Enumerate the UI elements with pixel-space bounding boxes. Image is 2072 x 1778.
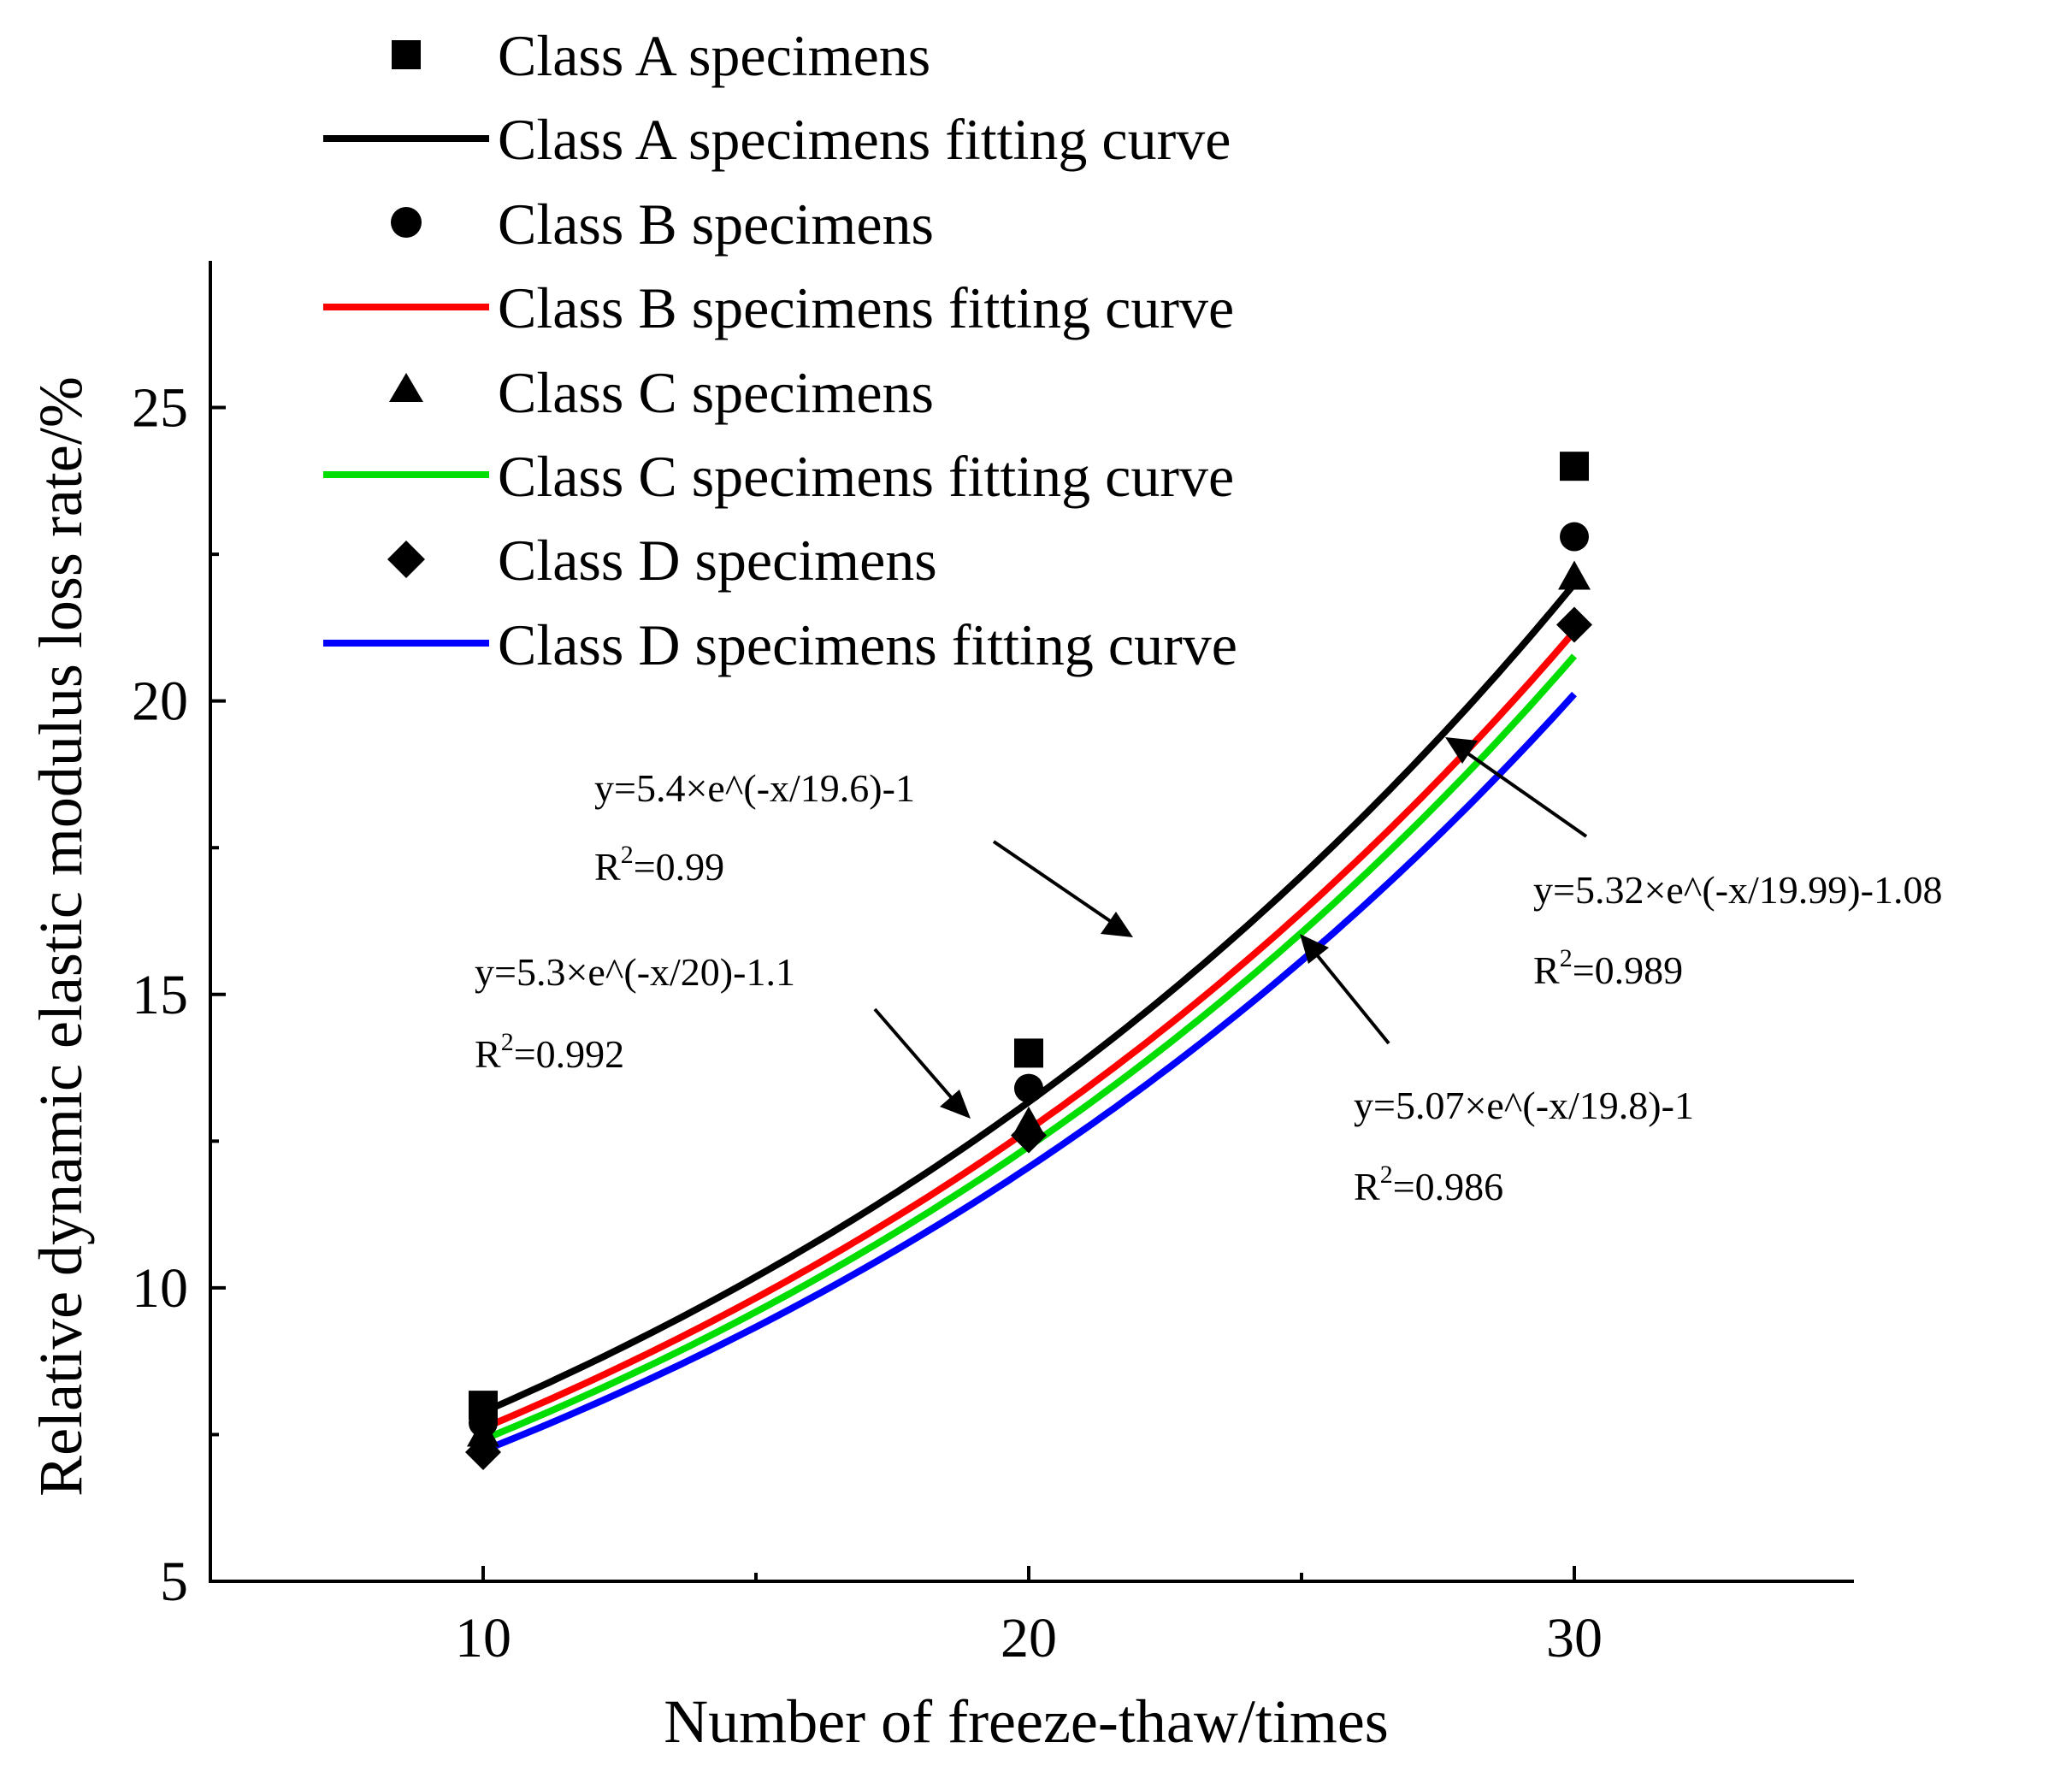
- annotation-b-r2: R2=0.992: [475, 1028, 624, 1076]
- legend-label-a: Class A specimens: [498, 23, 930, 88]
- data-point-square: [1014, 1038, 1043, 1068]
- x-axis-title: Number of freeze-thaw/times: [664, 1687, 1389, 1756]
- annotation-c-r2: R2=0.989: [1533, 944, 1683, 992]
- data-point-circle: [1014, 1073, 1043, 1103]
- data-point-circle: [1560, 522, 1589, 552]
- y-tick-label: 15: [132, 964, 188, 1026]
- annotation-a-equation: y=5.4×e^(-x/19.6)-1: [594, 766, 915, 810]
- x-tick-label: 30: [1546, 1607, 1603, 1669]
- legend-label-b-fit: Class B specimens fitting curve: [498, 275, 1234, 340]
- legend-label-c: Class C specimens: [498, 360, 934, 425]
- annotation-c-arrow: [1456, 745, 1588, 838]
- fit-curve-class-b-specimens: [481, 629, 1578, 1432]
- data-points: [465, 452, 1592, 1471]
- data-point-diamond: [1556, 606, 1592, 643]
- annotation-c-equation: y=5.32×e^(-x/19.99)-1.08: [1533, 868, 1942, 912]
- annotation-a-arrowhead: [1101, 912, 1133, 937]
- annotation-d-arrowhead: [1300, 934, 1329, 964]
- annotation-d-equation: y=5.07×e^(-x/19.8)-1: [1354, 1084, 1694, 1127]
- legend-marker-b: [391, 207, 422, 238]
- fit-curve-class-a-specimens: [481, 582, 1578, 1415]
- legend-label-c-fit: Class C specimens fitting curve: [498, 444, 1234, 509]
- annotation-d: y=5.07×e^(-x/19.8)-1 R2=0.986: [1300, 934, 1694, 1208]
- data-point-diamond: [465, 1434, 501, 1471]
- legend-marker-d: [387, 540, 425, 578]
- y-tick-label: 20: [132, 670, 188, 733]
- annotation-a-r2: R2=0.99: [594, 841, 724, 889]
- legend-label-b: Class B specimens: [498, 192, 934, 257]
- fit-curve-class-d-specimens: [481, 691, 1577, 1455]
- data-point-square: [1560, 452, 1589, 481]
- legend-marker-a: [392, 40, 421, 69]
- y-tick-label: 25: [132, 377, 188, 440]
- annotation-d-r2: R2=0.986: [1354, 1161, 1503, 1208]
- annotation-a: y=5.4×e^(-x/19.6)-1 R2=0.99: [594, 766, 1133, 937]
- y-tick-label: 10: [132, 1257, 188, 1320]
- x-tick-label: 10: [455, 1607, 511, 1669]
- legend-marker-c: [389, 373, 423, 402]
- fit-curves: [481, 582, 1578, 1455]
- annotation-b-arrow: [873, 1007, 959, 1107]
- y-ticks: 5 10 15 20 25: [132, 377, 226, 1613]
- x-ticks: 10 20 30: [455, 1566, 1603, 1669]
- x-tick-label: 20: [1001, 1607, 1057, 1669]
- annotation-c-arrowhead: [1445, 737, 1478, 764]
- annotation-b: y=5.3×e^(-x/20)-1.1 R2=0.992: [475, 950, 971, 1119]
- annotation-d-arrow: [1309, 946, 1390, 1045]
- y-axis-title: Relative dynamic elastic modulus loss ra…: [27, 376, 95, 1497]
- legend-label-d: Class D specimens: [498, 528, 937, 593]
- data-point-triangle: [1558, 560, 1591, 590]
- y-tick-label: 5: [160, 1551, 188, 1613]
- data-point-diamond: [1011, 1117, 1047, 1154]
- legend-label-d-fit: Class D specimens fitting curve: [498, 612, 1237, 677]
- legend: Class A specimens Class A specimens fitt…: [323, 23, 1237, 677]
- data-point-triangle: [467, 1417, 499, 1447]
- legend-label-a-fit: Class A specimens fitting curve: [498, 107, 1231, 172]
- annotation-c: y=5.32×e^(-x/19.99)-1.08 R2=0.989: [1445, 737, 1942, 992]
- annotation-b-arrowhead: [940, 1090, 971, 1119]
- annotation-b-equation: y=5.3×e^(-x/20)-1.1: [475, 950, 795, 994]
- annotation-a-arrow: [992, 840, 1122, 930]
